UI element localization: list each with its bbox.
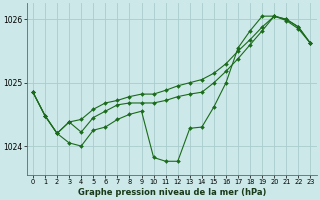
X-axis label: Graphe pression niveau de la mer (hPa): Graphe pression niveau de la mer (hPa) [77,188,266,197]
